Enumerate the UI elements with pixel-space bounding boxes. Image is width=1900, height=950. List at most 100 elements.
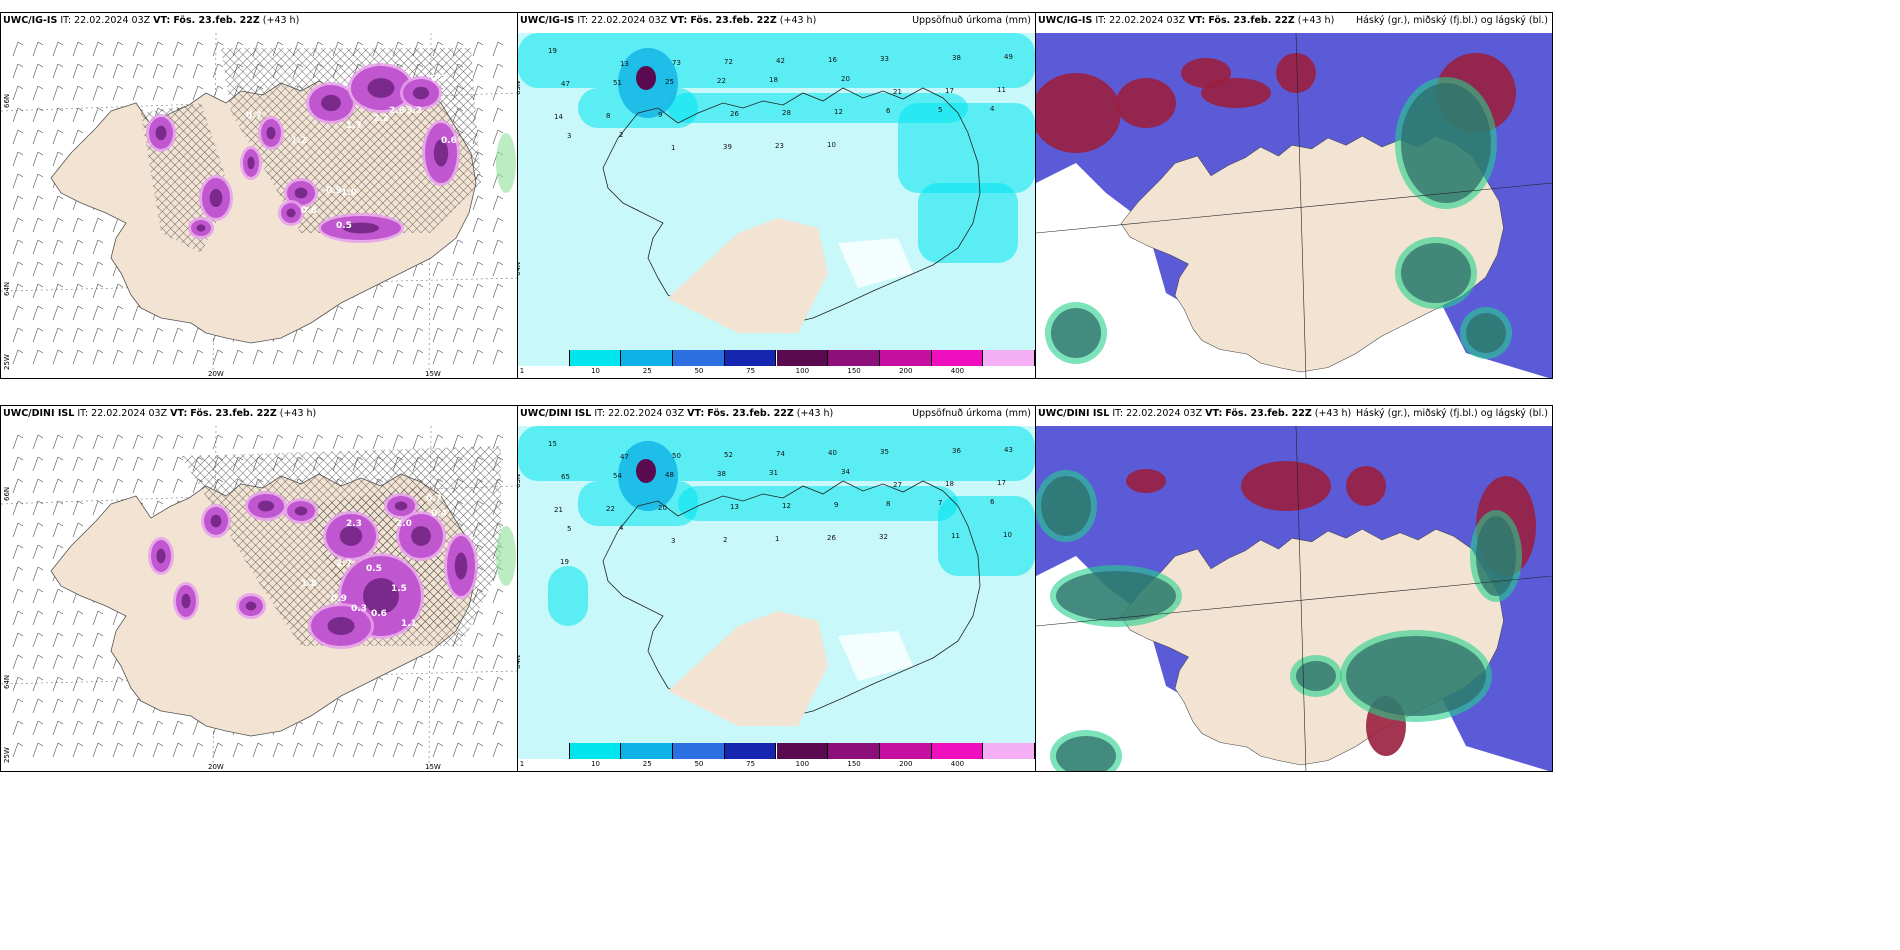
mid-cloud-area — [1296, 661, 1336, 691]
precip-value-label: 8 — [606, 112, 610, 120]
colorbar-tick-label: 50 — [694, 367, 704, 375]
grid-line — [1295, 33, 1307, 378]
lat-label-66: 66N — [3, 486, 11, 501]
wind-barb — [152, 720, 164, 736]
wind-barb — [112, 720, 124, 736]
wind-barb — [32, 698, 44, 714]
wind-barb — [72, 327, 84, 343]
precip-value-label: 5 — [567, 525, 571, 533]
snow-contour — [294, 187, 308, 199]
snow-value-label: 0.8 — [301, 206, 317, 216]
wind-barb — [132, 478, 144, 494]
wind-barb — [452, 676, 464, 692]
wind-barb — [172, 742, 184, 758]
wind-barb — [232, 349, 244, 365]
wind-barb — [72, 239, 84, 255]
wind-barb — [112, 478, 124, 494]
wind-barb — [192, 41, 204, 57]
wind-barb — [72, 129, 84, 145]
wind-barb — [92, 349, 104, 365]
colorbar-segment — [983, 350, 1035, 366]
wind-barb — [332, 698, 344, 714]
wind-barb — [92, 698, 104, 714]
wind-barb — [472, 41, 484, 57]
colorbar-segment — [879, 350, 932, 366]
wind-barb — [12, 349, 24, 365]
precip-value-label: 32 — [879, 533, 888, 541]
wind-barb — [472, 676, 484, 692]
iceland-land — [1120, 135, 1504, 373]
wind-barb — [252, 434, 264, 450]
precip-value-label: 48 — [665, 471, 674, 479]
grid-line — [1036, 182, 1552, 234]
snow-value-label: 0.5 — [336, 221, 352, 231]
clear-sky-area — [1036, 163, 1549, 378]
precip-value-label: 14 — [554, 113, 563, 121]
wind-barb — [432, 698, 444, 714]
wind-barb — [92, 456, 104, 472]
wind-barb — [32, 500, 44, 516]
wind-barb — [52, 676, 64, 692]
wind-barb — [32, 566, 44, 582]
mid-cloud-area — [1056, 736, 1116, 771]
wind-barb — [472, 305, 484, 321]
wind-barb — [52, 239, 64, 255]
wind-barb — [72, 217, 84, 233]
wind-barb — [452, 434, 464, 450]
snow-value-label: 1.5 — [391, 584, 407, 594]
panel-precip-igis: UWC/IG-IS IT: 22.02.2024 03Z VT: Fös. 23… — [517, 12, 1036, 379]
precip-value-label: 34 — [841, 468, 850, 476]
wind-barb — [292, 742, 304, 758]
wind-barb — [52, 151, 64, 167]
high-cloud-area — [1241, 461, 1331, 511]
colorbar-tick-label: 150 — [847, 367, 861, 375]
wind-barb — [92, 478, 104, 494]
wind-barb — [352, 327, 364, 343]
colorbar-tick-label: 200 — [899, 760, 913, 768]
precip-value-label: 20 — [658, 504, 667, 512]
cloud-map — [1036, 33, 1552, 378]
wind-barb — [32, 41, 44, 57]
wind-barb — [52, 349, 64, 365]
wind-barb — [32, 720, 44, 736]
wind-barb — [412, 283, 424, 299]
panel-title: UWC/DINI ISL IT: 22.02.2024 03Z VT: Fös.… — [520, 408, 834, 419]
wind-barb — [52, 478, 64, 494]
wind-barb — [92, 217, 104, 233]
wind-barb — [212, 434, 224, 450]
precip-band — [898, 103, 1035, 193]
wind-barb — [72, 63, 84, 79]
precip-value-label: 19 — [548, 47, 557, 55]
snow-contour — [339, 526, 363, 546]
wind-barb — [472, 195, 484, 211]
wind-barb — [12, 107, 24, 123]
wind-barb — [72, 85, 84, 101]
wind-barb — [152, 349, 164, 365]
wind-barb — [72, 654, 84, 670]
snow-value-label: 2.6 — [389, 106, 405, 116]
lat-label-66: 66N — [3, 93, 11, 108]
snow-contour — [209, 189, 223, 207]
wind-barb — [372, 698, 384, 714]
wind-barb — [52, 107, 64, 123]
wind-barb — [52, 434, 64, 450]
snow-value-label: 2.2 — [373, 114, 389, 124]
wind-barb — [92, 720, 104, 736]
snow-value-label: 0.9 — [326, 186, 342, 196]
wind-barb — [292, 434, 304, 450]
wind-barb — [112, 698, 124, 714]
wind-barb — [52, 327, 64, 343]
wind-barb — [92, 676, 104, 692]
wind-barb — [452, 283, 464, 299]
high-cloud-area — [1116, 78, 1176, 128]
mid-cloud-area — [1346, 636, 1486, 716]
wind-barb — [492, 41, 504, 57]
wind-barb — [72, 676, 84, 692]
precip-band — [918, 183, 1018, 263]
wind-barb — [372, 742, 384, 758]
precip-value-label: 25 — [665, 78, 674, 86]
precip-value-label: 12 — [834, 108, 843, 116]
wind-barb — [12, 239, 24, 255]
wind-barb — [192, 85, 204, 101]
wind-barb — [492, 239, 504, 255]
